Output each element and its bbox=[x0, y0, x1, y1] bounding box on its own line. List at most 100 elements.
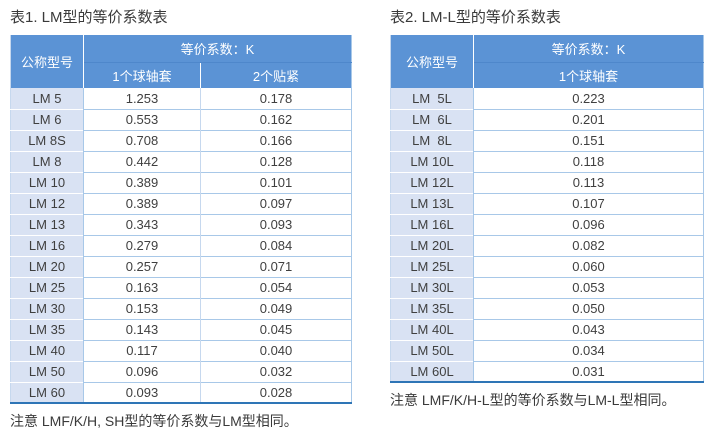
value-cell: 0.442 bbox=[83, 150, 201, 172]
model-cell: LM 8L bbox=[390, 129, 474, 151]
value-cell: 0.101 bbox=[199, 171, 352, 193]
value-cell: 0.223 bbox=[473, 88, 704, 109]
model-cell: LM 20 bbox=[10, 255, 84, 277]
model-cell: LM 25L bbox=[390, 255, 474, 277]
value-cell: 1.253 bbox=[83, 88, 201, 109]
model-cell: LM 40L bbox=[390, 318, 474, 340]
table-row: LM 6L 0.201 bbox=[390, 108, 704, 130]
model-cell: LM 50 bbox=[10, 360, 84, 382]
table1-coefficient-group-header: 等价系数：K bbox=[83, 35, 352, 62]
value-cell: 0.097 bbox=[199, 192, 352, 214]
value-cell: 0.082 bbox=[473, 234, 704, 256]
model-cell: LM 13 bbox=[10, 213, 84, 235]
table-row: LM 10L 0.118 bbox=[390, 150, 704, 172]
table-row: LM 6 0.553 0.162 bbox=[10, 108, 352, 130]
table2-footnote: 注意 LMF/K/H-L型的等价系数与LM-L型相同。 bbox=[390, 392, 676, 408]
table-row: LM 8 0.442 0.128 bbox=[10, 150, 352, 172]
value-cell: 0.096 bbox=[473, 213, 704, 235]
value-cell: 0.053 bbox=[473, 276, 704, 298]
model-cell: LM 5 bbox=[10, 88, 84, 109]
value-cell: 0.257 bbox=[83, 255, 201, 277]
table1-body: LM 5 1.253 0.178 LM 6 0.553 0.162 LM 8S 0.708 0.… bbox=[10, 88, 352, 403]
value-cell: 0.032 bbox=[199, 360, 352, 382]
table2-equivalence-coefficients: 公称型号 等价系数：K 1个球轴套 LM 5L 0.223 LM 6L 0.201 LM… bbox=[390, 35, 704, 383]
value-cell: 0.143 bbox=[83, 318, 201, 340]
table-row: LM 16 0.279 0.084 bbox=[10, 234, 352, 256]
table-row: LM 25L 0.060 bbox=[390, 255, 704, 277]
value-cell: 0.708 bbox=[83, 129, 201, 151]
value-cell: 0.201 bbox=[473, 108, 704, 130]
value-cell: 0.118 bbox=[473, 150, 704, 172]
value-cell: 0.060 bbox=[473, 255, 704, 277]
value-cell: 0.050 bbox=[473, 297, 704, 319]
model-cell: LM 8S bbox=[10, 129, 84, 151]
table-row: LM 5L 0.223 bbox=[390, 88, 704, 109]
table2-header: 公称型号 等价系数：K 1个球轴套 bbox=[390, 35, 704, 88]
value-cell: 0.151 bbox=[473, 129, 704, 151]
model-cell: LM 60 bbox=[10, 381, 84, 403]
value-cell: 0.107 bbox=[473, 192, 704, 214]
value-cell: 0.553 bbox=[83, 108, 201, 130]
table2-model-column-header: 公称型号 bbox=[390, 35, 474, 88]
model-cell: LM 16L bbox=[390, 213, 474, 235]
model-cell: LM 8 bbox=[10, 150, 84, 172]
model-cell: LM 60L bbox=[390, 360, 474, 382]
table-row: LM 50L 0.034 bbox=[390, 339, 704, 361]
table1-header-row-1: 公称型号 等价系数：K bbox=[10, 35, 352, 88]
table-row: LM 8L 0.151 bbox=[390, 129, 704, 151]
table-row: LM 60 0.093 0.028 bbox=[10, 381, 352, 403]
table-row: LM 12L 0.113 bbox=[390, 171, 704, 193]
table-row: LM 8S 0.708 0.166 bbox=[10, 129, 352, 151]
value-cell: 0.389 bbox=[83, 171, 201, 193]
value-cell: 0.084 bbox=[199, 234, 352, 256]
table-row: LM 20 0.257 0.071 bbox=[10, 255, 352, 277]
model-cell: LM 10L bbox=[390, 150, 474, 172]
table2-body: LM 5L 0.223 LM 6L 0.201 LM 8L 0.151 LM 10L 0.11… bbox=[390, 88, 704, 382]
model-cell: LM 16 bbox=[10, 234, 84, 256]
value-cell: 0.045 bbox=[199, 318, 352, 340]
table-row: LM 13 0.343 0.093 bbox=[10, 213, 352, 235]
value-cell: 0.096 bbox=[83, 360, 201, 382]
model-cell: LM 35L bbox=[390, 297, 474, 319]
table1-header: 公称型号 等价系数：K 1个球轴套 2个贴紧 bbox=[10, 35, 352, 88]
model-cell: LM 5L bbox=[390, 88, 474, 109]
value-cell: 0.031 bbox=[473, 360, 704, 382]
table1-header-row-2: 1个球轴套 2个贴紧 bbox=[11, 61, 352, 88]
value-cell: 0.117 bbox=[83, 339, 201, 361]
model-cell: LM 25 bbox=[10, 276, 84, 298]
table1-section: 表1. LM型的等价系数表 公称型号 等价系数：K 1个球轴套 2个贴紧 LM … bbox=[10, 8, 353, 430]
value-cell: 0.093 bbox=[83, 381, 201, 403]
value-cell: 0.343 bbox=[83, 213, 201, 235]
table1-subheader-two-fitted: 2个贴紧 bbox=[199, 61, 352, 88]
table-row: LM 30L 0.053 bbox=[390, 276, 704, 298]
value-cell: 0.034 bbox=[473, 339, 704, 361]
value-cell: 0.178 bbox=[199, 88, 352, 109]
value-cell: 0.163 bbox=[83, 276, 201, 298]
table-row: LM 25 0.163 0.054 bbox=[10, 276, 352, 298]
model-cell: LM 30 bbox=[10, 297, 84, 319]
value-cell: 0.279 bbox=[83, 234, 201, 256]
value-cell: 0.043 bbox=[473, 318, 704, 340]
table-row: LM 40L 0.043 bbox=[390, 318, 704, 340]
model-cell: LM 12L bbox=[390, 171, 474, 193]
model-cell: LM 10 bbox=[10, 171, 84, 193]
value-cell: 0.040 bbox=[199, 339, 352, 361]
model-cell: LM 40 bbox=[10, 339, 84, 361]
table-row: LM 13L 0.107 bbox=[390, 192, 704, 214]
table-row: LM 60L 0.031 bbox=[390, 360, 704, 382]
table-row: LM 30 0.153 0.049 bbox=[10, 297, 352, 319]
value-cell: 0.389 bbox=[83, 192, 201, 214]
value-cell: 0.153 bbox=[83, 297, 201, 319]
table-row: LM 35L 0.050 bbox=[390, 297, 704, 319]
table2-subheader-one-bushing: 1个球轴套 bbox=[473, 61, 704, 88]
table2-section: 表2. LM-L型的等价系数表 公称型号 等价系数：K 1个球轴套 LM 5L 0… bbox=[390, 8, 704, 409]
table2-header-row-2: 1个球轴套 bbox=[391, 61, 704, 88]
table-row: LM 50 0.096 0.032 bbox=[10, 360, 352, 382]
value-cell: 0.049 bbox=[199, 297, 352, 319]
table1-footnote: 注意 LMF/K/H, SH型的等价系数与LM型相同。 bbox=[10, 413, 298, 429]
table1-model-column-header: 公称型号 bbox=[10, 35, 84, 88]
table-row: LM 12 0.389 0.097 bbox=[10, 192, 352, 214]
value-cell: 0.166 bbox=[199, 129, 352, 151]
value-cell: 0.162 bbox=[199, 108, 352, 130]
table-row: LM 20L 0.082 bbox=[390, 234, 704, 256]
